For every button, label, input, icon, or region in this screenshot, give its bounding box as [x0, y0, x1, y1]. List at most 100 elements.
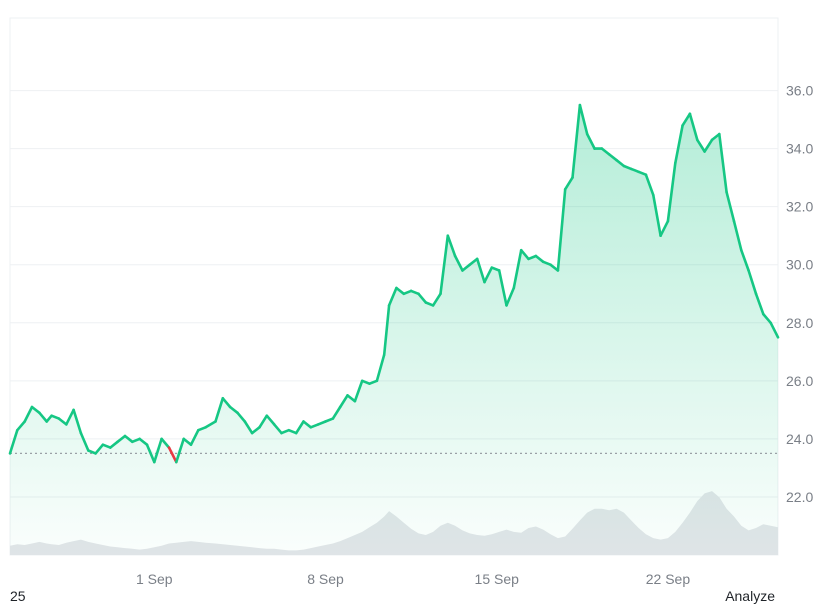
price-segment-up: [710, 132, 721, 142]
price-segment-up: [666, 161, 677, 223]
price-segment-up: [368, 379, 379, 386]
price-segment-up: [703, 138, 714, 153]
price-segment-up: [8, 428, 19, 455]
price-segment-up: [182, 437, 193, 447]
price-segment-up: [453, 254, 464, 272]
x-tick-label: 22 Sep: [646, 571, 691, 587]
price-segment-up: [732, 219, 743, 252]
price-segment-up: [563, 176, 574, 191]
price-segment-up: [439, 234, 450, 296]
y-tick-label: 34.0: [786, 141, 813, 157]
price-segment-up: [695, 138, 706, 153]
price-segment-up: [490, 266, 501, 272]
price-segment-up: [214, 396, 225, 423]
price-segment-up: [65, 408, 75, 426]
price-segment-up: [123, 434, 134, 444]
x-tick-label: 15 Sep: [475, 571, 520, 587]
y-tick-label: 26.0: [786, 373, 813, 389]
price-segment-up: [424, 301, 435, 307]
price-segment-up: [302, 420, 313, 429]
y-tick-label: 22.0: [786, 489, 813, 505]
price-segment-up: [338, 394, 349, 409]
area-fill: [10, 105, 778, 555]
price-segment-up: [431, 292, 442, 307]
price-segment-up: [475, 257, 486, 284]
price-segment-up: [541, 260, 552, 267]
price-lines: [8, 103, 780, 464]
price-segment-up: [629, 167, 640, 174]
price-segment-up: [197, 425, 207, 432]
price-segment-up: [189, 428, 200, 447]
price-segment-up: [160, 437, 171, 449]
price-segment-up: [505, 286, 516, 307]
y-tick-label: 36.0: [786, 83, 813, 99]
price-segment-up: [87, 449, 97, 455]
price-segment-up: [116, 434, 127, 444]
x-axis-ticks: 1 Sep 8 Sep 15 Sep 22 Sep: [136, 571, 690, 587]
price-segment-up: [483, 266, 494, 284]
price-segment-up: [294, 420, 305, 435]
price-segment-up: [228, 405, 239, 415]
price-segment-up: [353, 379, 364, 403]
price-segment-up: [250, 425, 261, 435]
price-segment-up: [527, 254, 538, 261]
price-segment-up: [79, 431, 90, 452]
price-segment-up: [673, 124, 684, 165]
price-segment-up: [131, 437, 141, 444]
price-segment-up: [578, 103, 589, 136]
price-segment-up: [761, 312, 773, 325]
price-segment-up: [615, 158, 626, 168]
price-segment-up: [175, 437, 185, 464]
price-segment-up: [395, 286, 406, 296]
price-segment-up: [461, 263, 472, 272]
price-segment-up: [681, 112, 692, 127]
price-segment-up: [402, 289, 413, 296]
price-segment-up: [236, 411, 247, 423]
price-segment-up: [571, 103, 582, 179]
price-segment-up: [769, 321, 780, 339]
price-segment-up: [739, 248, 750, 272]
x-tick-label: 8 Sep: [307, 571, 344, 587]
price-segment-up: [717, 132, 728, 194]
y-tick-label: 28.0: [786, 315, 813, 331]
y-tick-label: 30.0: [786, 257, 813, 273]
price-segment-up: [101, 443, 112, 449]
price-segment-up: [644, 173, 655, 197]
y-tick-label: 24.0: [786, 431, 813, 447]
price-segment-up: [153, 437, 163, 464]
price-segment-up: [145, 443, 156, 464]
price-segment-up: [221, 396, 232, 409]
x-tick-label: 1 Sep: [136, 571, 173, 587]
price-segment-up: [375, 353, 386, 383]
price-segment-up: [38, 411, 49, 423]
price-segment-down: [167, 446, 178, 464]
price-segment-up: [659, 219, 670, 237]
price-segment-up: [446, 234, 457, 258]
price-segment-up: [549, 263, 560, 272]
price-segment-up: [265, 414, 276, 426]
price-segment-up: [324, 417, 335, 423]
price-segment-up: [637, 170, 648, 176]
price-segment-up: [94, 443, 105, 455]
price-segment-up: [600, 147, 611, 156]
price-segment-up: [50, 414, 61, 420]
price-segment-up: [287, 428, 298, 435]
analyze-link[interactable]: Analyze: [725, 588, 775, 604]
price-segment-up: [607, 153, 618, 162]
price-segment-up: [30, 405, 41, 415]
price-segment-up: [243, 420, 254, 435]
price-segment-up: [258, 414, 269, 429]
price-segment-up: [534, 254, 545, 264]
price-segment-up: [497, 269, 508, 307]
price-segment-up: [57, 417, 68, 426]
price-segment-up: [346, 394, 357, 403]
price-segment-up: [316, 420, 327, 426]
price-segment-up: [204, 420, 217, 429]
price-segment-up: [622, 164, 633, 171]
price-segment-up: [747, 269, 758, 296]
price-segment-up: [688, 112, 699, 142]
price-segment-up: [138, 437, 149, 447]
price-segment-up: [15, 420, 27, 432]
price-segment-up: [387, 286, 398, 307]
price-segment-up: [725, 190, 736, 223]
